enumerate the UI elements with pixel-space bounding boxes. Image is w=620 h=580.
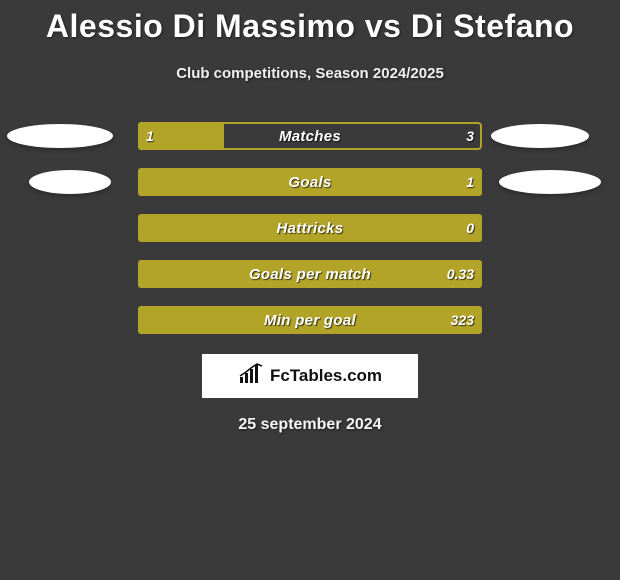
stat-bar: Hattricks0 <box>138 214 482 242</box>
player-badge <box>491 124 589 148</box>
date-text: 25 september 2024 <box>0 416 620 434</box>
stat-label: Matches <box>138 122 482 150</box>
stat-bar: Goals per match0.33 <box>138 260 482 288</box>
stat-row: Hattricks0 <box>0 214 620 242</box>
stat-bar: Goals1 <box>138 168 482 196</box>
stats-rows: Matches13Goals1Hattricks0Goals per match… <box>0 122 620 334</box>
stat-row: Goals1 <box>0 168 620 196</box>
stat-value-right: 0.33 <box>447 260 474 288</box>
stat-row: Goals per match0.33 <box>0 260 620 288</box>
brand-logo: FcTables.com <box>202 354 418 398</box>
stat-label: Goals <box>138 168 482 196</box>
player-badge <box>499 170 601 194</box>
player-badge <box>29 170 111 194</box>
stat-value-right: 323 <box>451 306 474 334</box>
stat-row: Min per goal323 <box>0 306 620 334</box>
stat-label: Goals per match <box>138 260 482 288</box>
brand-text: FcTables.com <box>270 366 382 386</box>
stat-label: Hattricks <box>138 214 482 242</box>
subtitle: Club competitions, Season 2024/2025 <box>0 65 620 82</box>
stat-bar: Matches1 3 <box>138 122 482 150</box>
player-badge <box>7 124 113 148</box>
stat-value-left: 1 <box>146 122 154 150</box>
comparison-infographic: Alessio Di Massimo vs Di Stefano Club co… <box>0 0 620 580</box>
stat-value-right: 1 <box>466 168 474 196</box>
stat-value-right: 3 <box>466 122 474 150</box>
stat-label: Min per goal <box>138 306 482 334</box>
page-title: Alessio Di Massimo vs Di Stefano <box>0 8 620 45</box>
stat-value-right: 0 <box>466 214 474 242</box>
stat-row: Matches1 3 <box>0 122 620 150</box>
stat-bar: Min per goal323 <box>138 306 482 334</box>
chart-icon <box>238 363 264 390</box>
